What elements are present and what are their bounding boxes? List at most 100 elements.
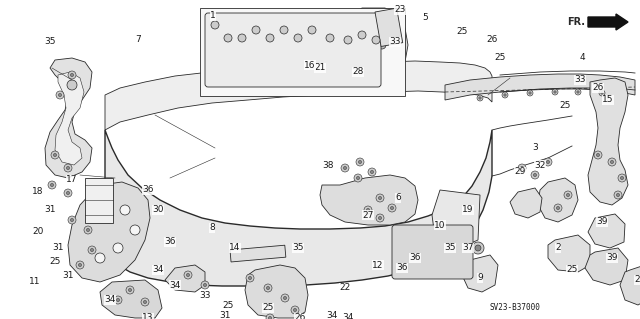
- Circle shape: [67, 80, 77, 90]
- Polygon shape: [55, 72, 84, 165]
- Text: 17: 17: [67, 175, 77, 184]
- Text: 13: 13: [142, 314, 154, 319]
- Circle shape: [86, 228, 90, 232]
- Polygon shape: [105, 61, 492, 130]
- Circle shape: [252, 26, 260, 34]
- Text: 26: 26: [294, 314, 306, 319]
- Circle shape: [246, 274, 254, 282]
- Circle shape: [529, 92, 531, 94]
- Circle shape: [354, 41, 362, 49]
- Circle shape: [116, 298, 120, 301]
- Circle shape: [56, 91, 64, 99]
- Circle shape: [294, 34, 302, 42]
- Circle shape: [356, 158, 364, 166]
- Text: 33: 33: [574, 76, 586, 85]
- Circle shape: [266, 314, 274, 319]
- Text: 39: 39: [606, 254, 618, 263]
- Circle shape: [266, 286, 269, 290]
- Text: 24: 24: [634, 276, 640, 285]
- Text: 23: 23: [394, 5, 406, 14]
- Circle shape: [358, 31, 366, 39]
- Text: 31: 31: [62, 271, 74, 279]
- Text: 10: 10: [435, 220, 445, 229]
- Text: 15: 15: [602, 95, 614, 105]
- Circle shape: [67, 191, 70, 195]
- Circle shape: [372, 36, 380, 44]
- FancyBboxPatch shape: [205, 13, 381, 87]
- Text: 27: 27: [362, 211, 374, 219]
- Text: 29: 29: [515, 167, 525, 176]
- Circle shape: [376, 194, 384, 202]
- Circle shape: [616, 193, 620, 197]
- Circle shape: [556, 206, 559, 210]
- Circle shape: [184, 271, 192, 279]
- Circle shape: [281, 294, 289, 302]
- Polygon shape: [548, 235, 590, 272]
- Text: 25: 25: [559, 100, 571, 109]
- Circle shape: [618, 174, 626, 182]
- Text: 33: 33: [389, 38, 401, 47]
- Circle shape: [577, 91, 579, 93]
- Circle shape: [344, 167, 347, 170]
- Circle shape: [186, 273, 189, 277]
- Circle shape: [79, 263, 82, 267]
- Text: 14: 14: [229, 243, 241, 253]
- Circle shape: [126, 286, 134, 294]
- Text: 21: 21: [314, 63, 326, 72]
- Circle shape: [390, 206, 394, 210]
- Polygon shape: [45, 58, 92, 178]
- Polygon shape: [620, 265, 640, 305]
- Polygon shape: [306, 58, 348, 95]
- Circle shape: [95, 253, 105, 263]
- Circle shape: [326, 34, 334, 42]
- Circle shape: [248, 276, 252, 279]
- Text: 34: 34: [326, 310, 338, 319]
- Circle shape: [366, 208, 370, 211]
- Circle shape: [68, 71, 76, 79]
- Circle shape: [64, 189, 72, 197]
- Circle shape: [68, 216, 76, 224]
- FancyBboxPatch shape: [392, 225, 473, 279]
- Polygon shape: [432, 190, 480, 250]
- Polygon shape: [585, 248, 628, 285]
- Text: 35: 35: [444, 243, 456, 253]
- Circle shape: [356, 176, 360, 180]
- Text: 25: 25: [566, 265, 578, 275]
- Circle shape: [601, 92, 604, 94]
- Text: 33: 33: [199, 291, 211, 300]
- Circle shape: [48, 181, 56, 189]
- Text: 36: 36: [164, 238, 176, 247]
- Text: 25: 25: [222, 300, 234, 309]
- Circle shape: [76, 261, 84, 269]
- Text: 2: 2: [555, 243, 561, 253]
- Circle shape: [120, 205, 130, 215]
- Circle shape: [520, 167, 524, 170]
- Polygon shape: [445, 74, 635, 100]
- Text: FR.: FR.: [567, 17, 585, 27]
- Circle shape: [378, 197, 381, 200]
- Polygon shape: [588, 78, 628, 205]
- Text: 25: 25: [456, 27, 468, 36]
- Circle shape: [358, 160, 362, 164]
- Circle shape: [376, 214, 384, 222]
- Circle shape: [472, 242, 484, 254]
- Text: 7: 7: [135, 35, 141, 44]
- Circle shape: [502, 92, 508, 98]
- Polygon shape: [538, 178, 578, 222]
- Text: 6: 6: [395, 194, 401, 203]
- Circle shape: [552, 89, 558, 95]
- Polygon shape: [335, 8, 408, 84]
- Text: 35: 35: [292, 243, 304, 253]
- Circle shape: [51, 151, 59, 159]
- Circle shape: [364, 206, 372, 214]
- Circle shape: [504, 94, 506, 96]
- Polygon shape: [165, 265, 205, 292]
- Text: 11: 11: [29, 278, 41, 286]
- Text: 12: 12: [372, 261, 384, 270]
- Text: 37: 37: [462, 243, 474, 253]
- Circle shape: [284, 296, 287, 300]
- Circle shape: [141, 298, 149, 306]
- Circle shape: [113, 243, 123, 253]
- Circle shape: [70, 73, 74, 77]
- Text: 34: 34: [104, 295, 116, 305]
